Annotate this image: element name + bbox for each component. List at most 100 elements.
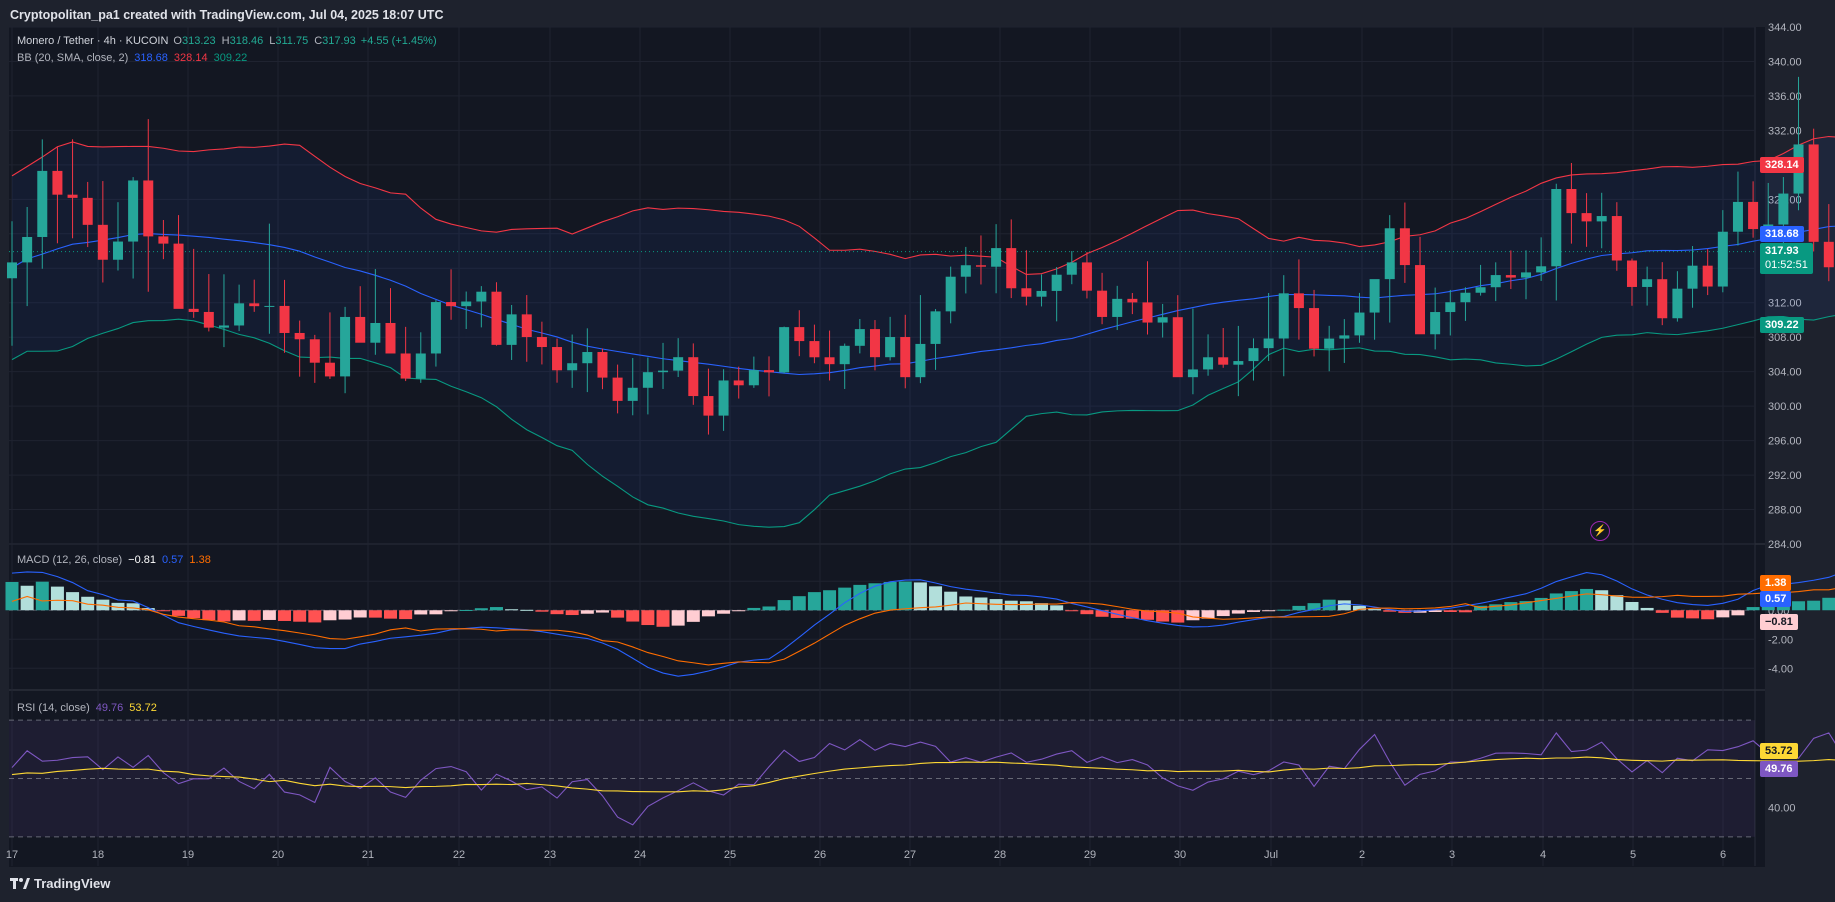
candle [1551, 183, 1562, 301]
candle [218, 274, 229, 348]
candle-body [1309, 308, 1320, 349]
candle [1672, 271, 1683, 322]
candle [1748, 181, 1759, 238]
macd-histogram-bar [1035, 603, 1049, 611]
macd-tick-label: -4.00 [1768, 663, 1793, 675]
x-tick-label: 18 [92, 849, 104, 861]
candle [1430, 287, 1441, 350]
candle-body [1657, 279, 1668, 319]
macd-histogram-bar [1807, 600, 1821, 611]
macd-histogram-bar [701, 610, 715, 617]
x-tick-label: 4 [1540, 849, 1546, 861]
candle [703, 368, 714, 435]
candle-body [1430, 312, 1441, 335]
rsi-legend: RSI (14, close) 49.76 53.72 [17, 702, 159, 714]
x-tick-label: 30 [1174, 849, 1186, 861]
macd-histogram-bar [1686, 610, 1700, 619]
candle-body [642, 372, 653, 388]
candle-body [1339, 335, 1350, 339]
candle-body [567, 363, 578, 371]
candle [370, 269, 381, 355]
candle-body [112, 241, 123, 260]
rsi-line [11, 732, 1835, 826]
chart-area[interactable] [9, 27, 1765, 867]
tradingview-logo[interactable]: TradingView [10, 876, 110, 891]
price-tick-label: 340.00 [1768, 56, 1802, 68]
macd-histogram-bar [823, 590, 837, 611]
price-tick-label: 344.00 [1768, 22, 1802, 34]
x-tick-label: 6 [1720, 849, 1726, 861]
candle [491, 282, 502, 346]
candle-body [1324, 338, 1335, 349]
candle [627, 358, 638, 416]
candle-body [900, 337, 911, 378]
candle-body [1051, 274, 1062, 291]
macd-histogram-bar [1322, 599, 1336, 611]
macd-histogram-bar [535, 610, 549, 612]
rsi-ma-value: 53.72 [129, 702, 157, 714]
candle-body [52, 170, 63, 195]
candle [1218, 327, 1229, 368]
lightning-icon[interactable]: ⚡ [1590, 521, 1610, 541]
macd-histogram-bar [929, 586, 943, 611]
macd-histogram-bar [278, 610, 292, 621]
bb-band-fill [12, 136, 1835, 528]
last-price-value: 317.93 [1765, 245, 1799, 257]
candle-body [748, 370, 759, 386]
candle [612, 364, 623, 414]
macd-histogram-bar [1156, 610, 1170, 622]
macd-histogram-bar [853, 584, 867, 611]
candle [1581, 193, 1592, 247]
candle [733, 366, 744, 399]
macd-histogram-bar [777, 600, 791, 611]
candle-body [279, 305, 290, 333]
candle [234, 284, 245, 332]
x-tick-label: 17 [6, 849, 18, 861]
candle-body [1354, 312, 1365, 336]
macd-tick-label: -2.00 [1768, 634, 1793, 646]
close-label: C [314, 35, 323, 47]
price-tick-label: 332.00 [1768, 125, 1802, 137]
candle [173, 215, 184, 309]
macd-histogram-bar [913, 582, 927, 611]
candle-body [839, 345, 850, 365]
candle-body [764, 370, 774, 373]
candle-body [1808, 144, 1819, 242]
macd-histogram-bar [656, 610, 670, 627]
candle-body [491, 291, 502, 345]
candle-body [627, 387, 638, 401]
x-tick-label: 2 [1359, 849, 1365, 861]
candle [975, 235, 986, 285]
candle-body [1445, 302, 1456, 313]
x-tick-label: 22 [453, 849, 465, 861]
low-value: 311.75 [275, 35, 309, 47]
macd-histogram-bar [520, 609, 534, 611]
x-tick-label: 21 [362, 849, 374, 861]
candle [1172, 295, 1183, 378]
bb-upper-line [11, 135, 1835, 276]
rsi-ma-tag: 53.72 [1760, 743, 1798, 759]
candle [385, 288, 396, 354]
macd-histogram-bar [5, 581, 19, 611]
macd-histogram-bar [368, 610, 382, 618]
macd-histogram-bar [1050, 605, 1064, 611]
candle [1611, 202, 1622, 271]
candle-body [22, 236, 33, 263]
candle-body [794, 327, 805, 342]
candle [930, 309, 941, 370]
macd-histogram-bar [81, 596, 95, 611]
candle-body [975, 265, 986, 267]
symbol-label: Monero / Tether · 4h · KUCOIN [17, 35, 169, 47]
candle-body [1036, 290, 1047, 297]
macd-histogram-bar [444, 610, 458, 612]
candle [1717, 210, 1728, 293]
candle-body [673, 357, 684, 371]
candle-body [370, 322, 381, 343]
candle-body [97, 224, 108, 260]
macd-histogram-bar [1428, 610, 1442, 612]
candle-body [143, 180, 154, 237]
candle [1066, 251, 1077, 285]
macd-histogram-bar [565, 610, 579, 616]
